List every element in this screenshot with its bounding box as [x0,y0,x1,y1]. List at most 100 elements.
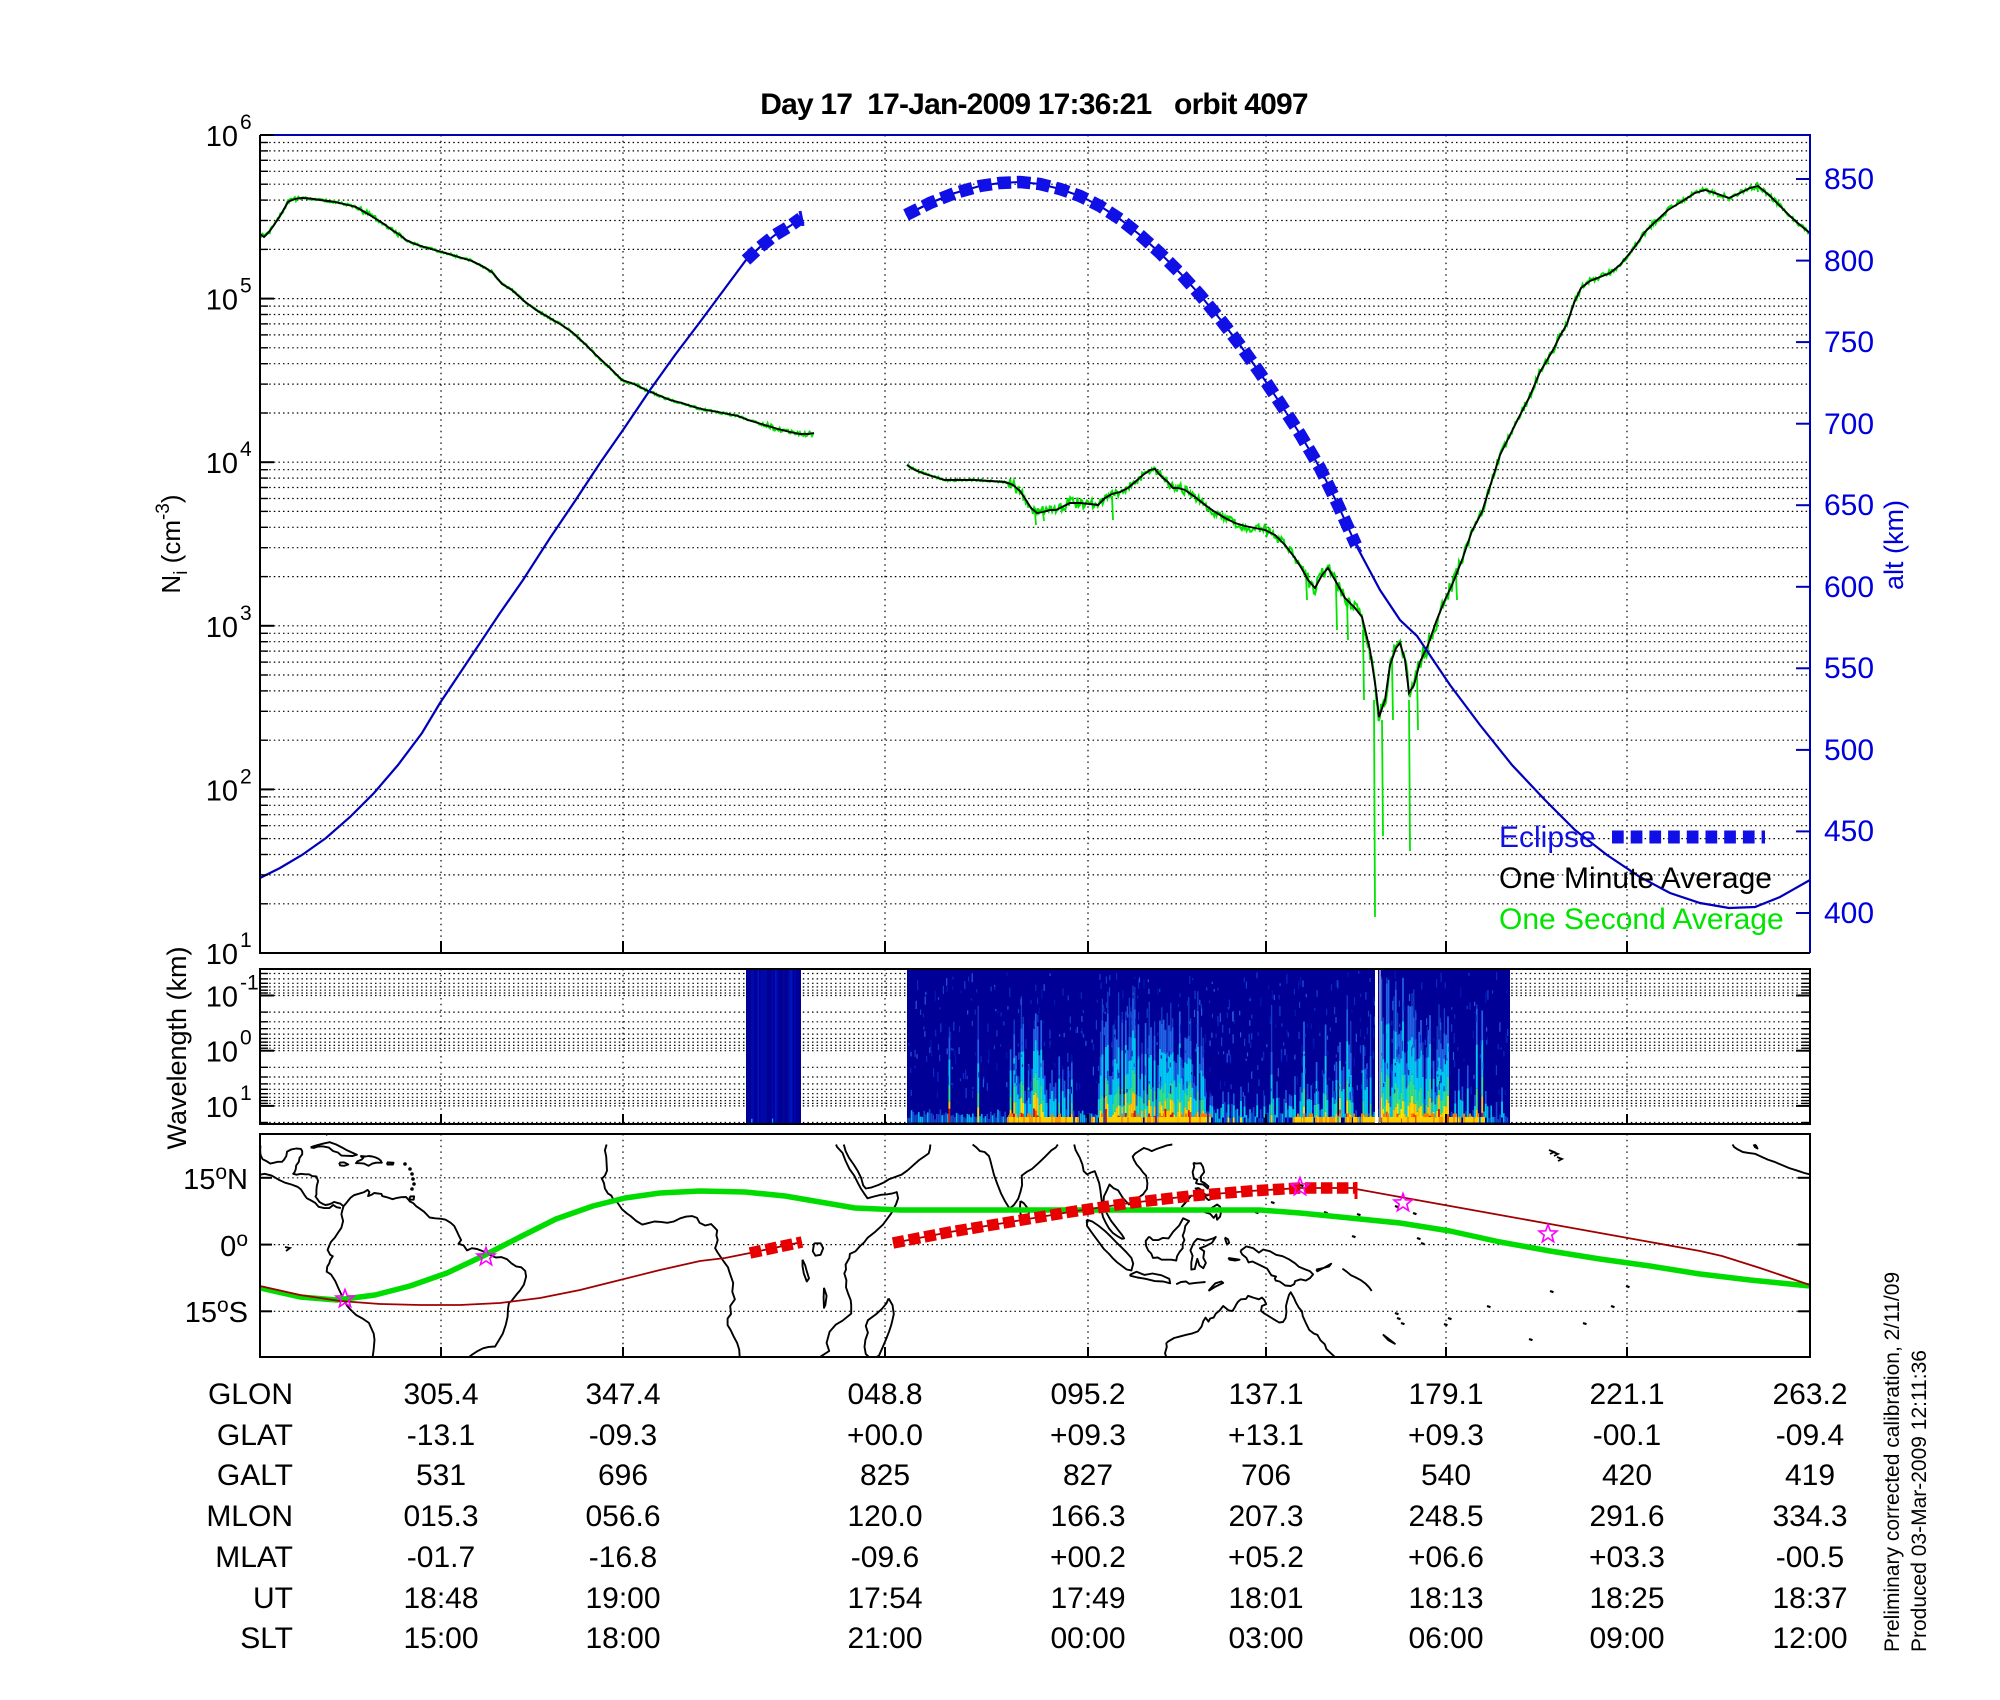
svg-text:Wavelength (km): Wavelength (km) [162,946,192,1149]
svg-text:1: 1 [240,1082,252,1105]
svg-text:6: 6 [240,111,252,134]
svg-text:419: 419 [1785,1459,1835,1492]
svg-text:207.3: 207.3 [1228,1500,1303,1533]
svg-text:Eclipse: Eclipse [1499,821,1596,854]
svg-text:650: 650 [1824,489,1874,522]
svg-text:-00.1: -00.1 [1593,1419,1661,1452]
svg-text:2: 2 [240,765,252,788]
svg-text:0: 0 [240,1027,252,1050]
svg-text:048.8: 048.8 [847,1378,922,1411]
svg-text:15:00: 15:00 [403,1622,478,1655]
svg-text:00:00: 00:00 [1050,1622,1125,1655]
svg-text:263.2: 263.2 [1772,1378,1847,1411]
svg-text:10: 10 [206,285,238,317]
svg-text:291.6: 291.6 [1589,1500,1664,1533]
svg-text:-00.5: -00.5 [1776,1541,1844,1574]
svg-text:696: 696 [598,1459,648,1492]
svg-text:10: 10 [206,1092,238,1124]
svg-text:18:01: 18:01 [1228,1582,1303,1615]
svg-text:500: 500 [1824,734,1874,767]
svg-text:12:00: 12:00 [1772,1622,1847,1655]
svg-text:095.2: 095.2 [1050,1378,1125,1411]
svg-text:4: 4 [240,438,252,461]
svg-text:alt (km): alt (km) [1879,500,1909,590]
svg-text:347.4: 347.4 [585,1378,660,1411]
svg-text:UT: UT [253,1582,293,1615]
svg-text:221.1: 221.1 [1589,1378,1664,1411]
svg-text:SLT: SLT [240,1622,293,1655]
svg-text:120.0: 120.0 [847,1500,922,1533]
svg-text:850: 850 [1824,163,1874,196]
svg-text:+06.6: +06.6 [1408,1541,1484,1574]
svg-text:-09.6: -09.6 [851,1541,919,1574]
svg-text:17:49: 17:49 [1050,1582,1125,1615]
svg-text:334.3: 334.3 [1772,1500,1847,1533]
svg-text:+03.3: +03.3 [1589,1541,1665,1574]
svg-text:550: 550 [1824,652,1874,685]
svg-text:10: 10 [206,939,238,971]
svg-text:Ni (cm-3): Ni (cm-3) [153,494,192,593]
svg-text:166.3: 166.3 [1050,1500,1125,1533]
svg-text:Day 17 17-Jan-2009 17:36:21: Day 17 17-Jan-2009 17:36:21 orbit 4097 [760,88,1308,121]
svg-text:15oS: 15oS [185,1294,248,1329]
svg-text:03:00: 03:00 [1228,1622,1303,1655]
svg-text:750: 750 [1824,326,1874,359]
svg-text:15oN: 15oN [183,1161,248,1196]
svg-text:MLAT: MLAT [215,1541,293,1574]
svg-text:06:00: 06:00 [1408,1622,1483,1655]
svg-text:-1: -1 [240,972,259,995]
svg-text:One Minute Average: One Minute Average [1499,862,1772,895]
svg-text:179.1: 179.1 [1408,1378,1483,1411]
svg-text:GALT: GALT [217,1459,293,1492]
svg-text:800: 800 [1824,245,1874,278]
svg-text:17:54: 17:54 [847,1582,922,1615]
svg-text:18:13: 18:13 [1408,1582,1483,1615]
svg-text:5: 5 [240,275,252,298]
svg-text:015.3: 015.3 [403,1500,478,1533]
svg-text:18:00: 18:00 [585,1622,660,1655]
svg-text:827: 827 [1063,1459,1113,1492]
svg-text:248.5: 248.5 [1408,1500,1483,1533]
svg-text:19:00: 19:00 [585,1582,660,1615]
svg-text:450: 450 [1824,815,1874,848]
svg-text:18:48: 18:48 [403,1582,478,1615]
svg-text:3: 3 [240,602,252,625]
svg-text:GLON: GLON [208,1378,293,1411]
svg-text:+05.2: +05.2 [1228,1541,1304,1574]
svg-text:10: 10 [206,448,238,480]
svg-text:+00.0: +00.0 [847,1419,923,1452]
svg-text:+09.3: +09.3 [1050,1419,1126,1452]
svg-text:600: 600 [1824,571,1874,604]
svg-text:056.6: 056.6 [585,1500,660,1533]
svg-text:540: 540 [1421,1459,1471,1492]
svg-text:21:00: 21:00 [847,1622,922,1655]
svg-text:420: 420 [1602,1459,1652,1492]
svg-text:+09.3: +09.3 [1408,1419,1484,1452]
svg-text:Produced 03-Mar-2009 12:11:36: Produced 03-Mar-2009 12:11:36 [1908,1350,1931,1652]
svg-text:-09.4: -09.4 [1776,1419,1844,1452]
svg-text:700: 700 [1824,408,1874,441]
svg-text:706: 706 [1241,1459,1291,1492]
svg-text:10: 10 [206,1037,238,1069]
svg-text:One Second Average: One Second Average [1499,903,1784,936]
svg-text:GLAT: GLAT [217,1419,293,1452]
svg-text:10: 10 [206,612,238,644]
svg-text:-01.7: -01.7 [407,1541,475,1574]
svg-text:137.1: 137.1 [1228,1378,1303,1411]
svg-text:-16.8: -16.8 [589,1541,657,1574]
svg-text:10: 10 [206,121,238,153]
svg-text:1: 1 [240,929,252,952]
svg-text:-13.1: -13.1 [407,1419,475,1452]
svg-text:10: 10 [206,982,238,1014]
svg-text:10: 10 [206,775,238,807]
svg-text:+00.2: +00.2 [1050,1541,1126,1574]
svg-text:825: 825 [860,1459,910,1492]
svg-text:18:25: 18:25 [1589,1582,1664,1615]
svg-text:400: 400 [1824,897,1874,930]
svg-text:MLON: MLON [206,1500,293,1533]
svg-text:531: 531 [416,1459,466,1492]
svg-text:-09.3: -09.3 [589,1419,657,1452]
svg-text:+13.1: +13.1 [1228,1419,1304,1452]
svg-text:305.4: 305.4 [403,1378,478,1411]
svg-text:18:37: 18:37 [1772,1582,1847,1615]
